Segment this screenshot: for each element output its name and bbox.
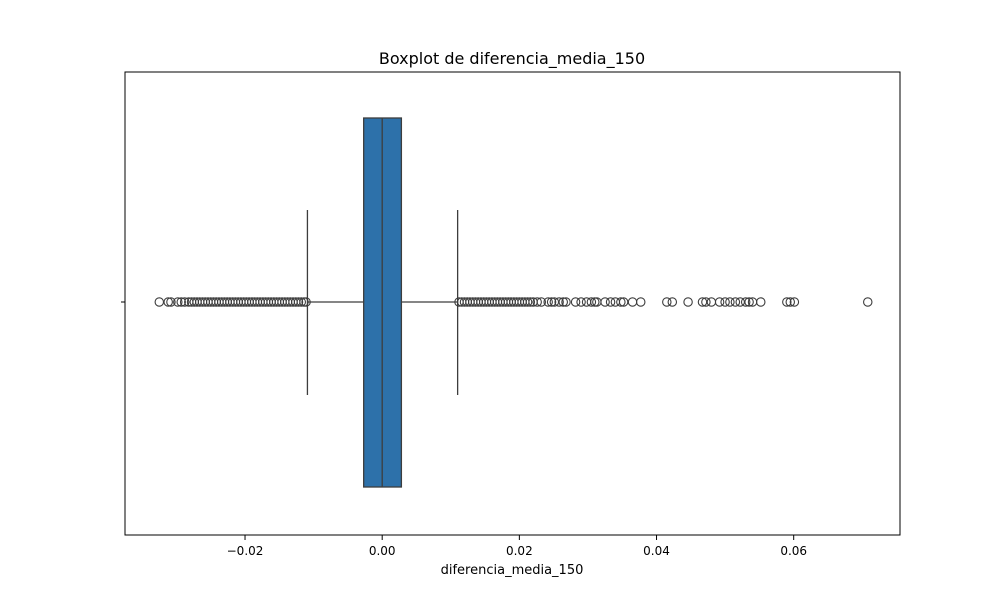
- outlier-point: [730, 297, 741, 307]
- outlier-point: [667, 297, 678, 307]
- outlier-point: [293, 297, 304, 307]
- x-tick-label: 0.00: [369, 544, 396, 558]
- outlier-point: [179, 297, 190, 307]
- outlier-point: [605, 297, 616, 307]
- outlier-point: [863, 297, 873, 307]
- outlier-point: [543, 297, 553, 307]
- outlier-point: [789, 297, 800, 307]
- outlier-point: [785, 297, 796, 307]
- outlier-point: [744, 297, 754, 307]
- outlier-point: [701, 297, 711, 307]
- outlier-point: [720, 297, 730, 307]
- x-tick-label: −0.02: [227, 544, 264, 558]
- outlier-point: [586, 297, 597, 307]
- outlier-point: [176, 297, 186, 307]
- outlier-point: [756, 297, 766, 307]
- outlier-point: [636, 297, 646, 307]
- outlier-point: [301, 297, 311, 307]
- chart-title: Boxplot de diferencia_media_150: [379, 49, 645, 69]
- outlier-point: [627, 297, 638, 307]
- outlier-point: [558, 297, 569, 307]
- outlier-point: [616, 297, 626, 307]
- outlier-point: [600, 297, 610, 307]
- plot-area: −0.02 0.00 0.02 0.04 0.06: [121, 71, 901, 558]
- outlier-point: [740, 297, 751, 307]
- outlier-point: [706, 297, 717, 307]
- outlier-point: [163, 297, 173, 307]
- plot-frame: [124, 71, 901, 536]
- outlier-point: [296, 297, 307, 307]
- outlier-point: [522, 297, 533, 307]
- x-axis-label: diferencia_media_150: [441, 563, 584, 578]
- x-tick-label: 0.02: [506, 544, 533, 558]
- x-tick-label: 0.06: [780, 544, 807, 558]
- outlier-point: [546, 297, 557, 307]
- outlier-point: [561, 297, 571, 307]
- outlier-point: [725, 297, 735, 307]
- outlier-point: [570, 297, 581, 307]
- outlier-point: [173, 297, 183, 307]
- outlier-point: [532, 297, 542, 307]
- outlier-point: [714, 297, 725, 307]
- outlier-point: [592, 297, 602, 307]
- outlier-point: [536, 297, 547, 307]
- outlier-point: [662, 297, 672, 307]
- x-tick-label: 0.04: [643, 544, 670, 558]
- outlier-point: [554, 297, 564, 307]
- outlier-point: [782, 297, 792, 307]
- outlier-point: [525, 297, 536, 307]
- outlier-point: [576, 297, 586, 307]
- outlier-point: [581, 297, 592, 307]
- outlier-point: [166, 297, 176, 307]
- outlier-point: [154, 297, 165, 307]
- outlier-point: [683, 297, 693, 307]
